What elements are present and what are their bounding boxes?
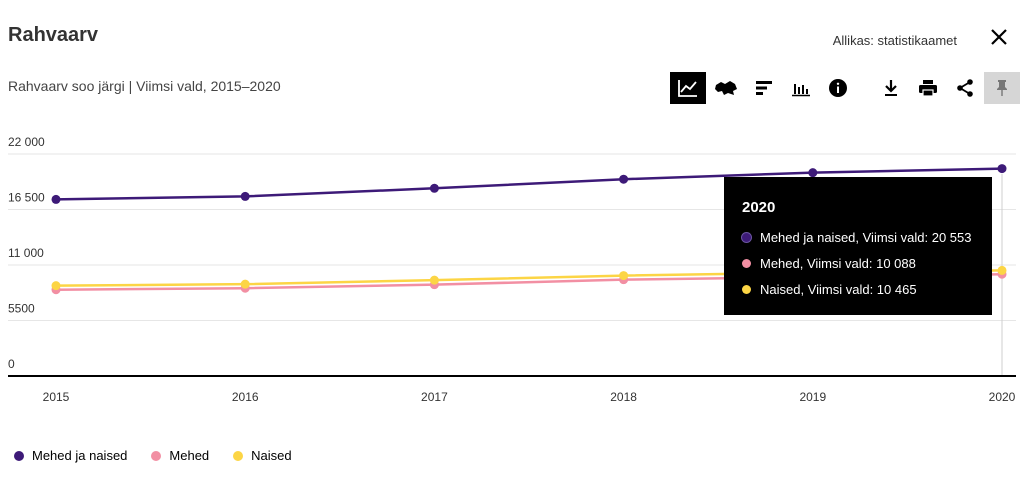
data-point bbox=[429, 183, 439, 193]
legend-dot bbox=[233, 450, 244, 461]
tooltip-text: Mehed ja naised, Viimsi vald: 20 553 bbox=[760, 229, 972, 245]
legend: Mehed ja naised Mehed Naised bbox=[14, 448, 316, 463]
chart-area: 0 5500 11 000 16 500 22 000 2015 2016 2017 2018… bbox=[8, 135, 1016, 404]
download-icon[interactable] bbox=[873, 72, 909, 104]
tooltip-row: Mehed ja naised, Viimsi vald: 20 553 bbox=[742, 224, 992, 250]
print-icon[interactable] bbox=[910, 72, 946, 104]
tooltip-year: 2020 bbox=[742, 199, 776, 216]
x-tick-label: 2016 bbox=[232, 390, 259, 404]
column-chart-icon[interactable] bbox=[783, 72, 819, 104]
legend-item-mehed-ja-naised[interactable]: Mehed ja naised bbox=[14, 448, 127, 463]
legend-item-mehed[interactable]: Mehed bbox=[151, 448, 209, 463]
x-tick-label: 2020 bbox=[989, 390, 1016, 404]
y-axis: 0 5500 11 000 16 500 22 000 bbox=[8, 135, 45, 371]
data-point bbox=[619, 174, 629, 184]
x-tick-label: 2017 bbox=[421, 390, 448, 404]
legend-label: Naised bbox=[251, 448, 292, 463]
tooltip-row: Mehed, Viimsi vald: 10 088 bbox=[742, 250, 992, 276]
legend-label: Mehed bbox=[169, 448, 210, 463]
line-chart-icon[interactable] bbox=[670, 72, 706, 104]
y-tick-label: 0 bbox=[8, 357, 15, 371]
data-point bbox=[429, 275, 439, 285]
data-point bbox=[997, 164, 1007, 174]
info-icon[interactable] bbox=[820, 72, 856, 104]
bar-chart-icon[interactable] bbox=[746, 72, 782, 104]
legend-item-naised[interactable]: Naised bbox=[233, 448, 292, 463]
x-axis: 2015 2016 2017 2018 2019 2020 bbox=[8, 375, 1016, 404]
map-icon[interactable] bbox=[708, 72, 744, 104]
x-tick-label: 2015 bbox=[43, 390, 70, 404]
legend-label: Mehed ja naised bbox=[32, 448, 128, 463]
share-icon[interactable] bbox=[947, 72, 983, 104]
x-tick-label: 2018 bbox=[610, 390, 637, 404]
y-tick-label: 22 000 bbox=[8, 135, 45, 149]
series-line bbox=[55, 167, 1003, 201]
data-point bbox=[240, 191, 250, 201]
tooltip-row: Naised, Viimsi vald: 10 465 bbox=[742, 276, 992, 302]
chart-subtitle: Rahvaarv soo järgi | Viimsi vald, 2015–2… bbox=[8, 78, 281, 94]
data-point bbox=[619, 271, 629, 281]
source-label: Allikas: statistikaamet bbox=[832, 33, 957, 48]
tooltip-dot bbox=[742, 284, 751, 294]
tooltip-dot bbox=[742, 232, 751, 242]
data-point bbox=[240, 279, 250, 289]
data-point bbox=[808, 168, 818, 178]
y-tick-label: 16 500 bbox=[8, 191, 45, 205]
tooltip-text: Naised, Viimsi vald: 10 465 bbox=[760, 281, 917, 297]
close-icon[interactable] bbox=[988, 26, 1010, 48]
data-point bbox=[51, 194, 61, 204]
y-tick-label: 11 000 bbox=[8, 246, 44, 260]
pin-icon[interactable] bbox=[984, 72, 1020, 104]
data-point bbox=[51, 281, 61, 291]
legend-dot bbox=[14, 450, 24, 461]
data-tooltip: 2020 Mehed ja naised, Viimsi vald: 20 55… bbox=[724, 177, 992, 315]
legend-dot bbox=[151, 450, 162, 461]
tooltip-dot bbox=[742, 258, 751, 268]
page-title: Rahvaarv bbox=[8, 24, 99, 46]
y-tick-label: 5500 bbox=[8, 302, 35, 316]
data-point bbox=[997, 265, 1007, 275]
tooltip-text: Mehed, Viimsi vald: 10 088 bbox=[760, 255, 916, 271]
x-tick-label: 2019 bbox=[799, 390, 826, 404]
